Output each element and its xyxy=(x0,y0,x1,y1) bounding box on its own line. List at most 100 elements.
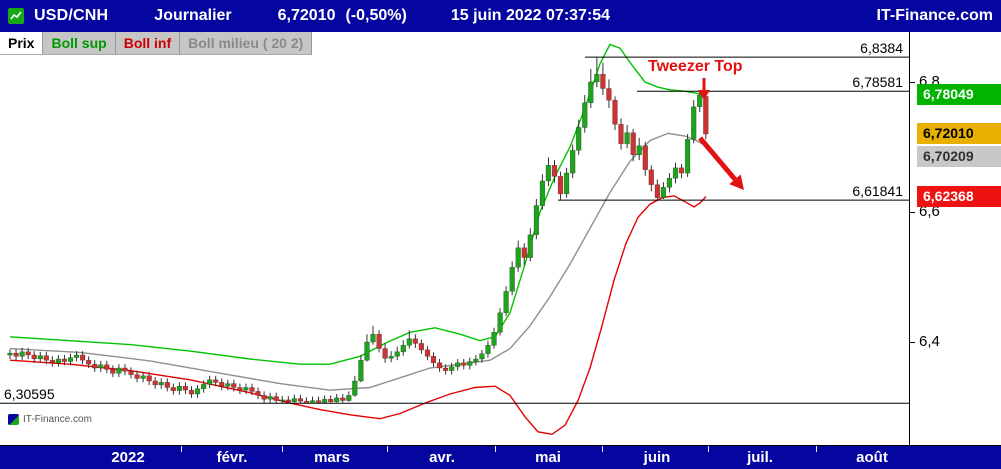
candle xyxy=(570,150,576,174)
candle xyxy=(134,374,140,379)
candle xyxy=(25,351,31,356)
datetime-label: 15 juin 2022 07:37:54 xyxy=(450,7,611,24)
month-tick xyxy=(282,446,283,452)
candle xyxy=(576,127,582,151)
candle xyxy=(479,353,485,360)
candle xyxy=(497,312,503,333)
tweezer-top-annotation: Tweezer Top xyxy=(648,58,743,75)
y-tick-label: 6,4 xyxy=(919,333,940,351)
candle xyxy=(309,400,316,404)
chart-canvas[interactable] xyxy=(0,32,909,445)
y-tick-mark xyxy=(910,342,915,343)
candle xyxy=(194,388,201,395)
candle xyxy=(340,397,346,401)
watermark-logo-icon xyxy=(8,414,19,425)
candle xyxy=(73,354,80,358)
candle xyxy=(394,351,400,357)
y-tick-mark xyxy=(910,82,915,83)
candle xyxy=(449,366,455,371)
toolbar-chip-boll-inf[interactable]: Boll inf xyxy=(115,32,181,54)
month-label-juin: juin xyxy=(643,449,671,466)
candle xyxy=(624,132,630,145)
candle xyxy=(527,234,533,258)
candle xyxy=(515,247,521,268)
candle xyxy=(291,398,297,403)
bollinger-upper-line xyxy=(9,43,707,365)
candles-group xyxy=(7,57,709,404)
candle xyxy=(630,132,636,156)
candle xyxy=(140,375,146,379)
candle xyxy=(285,399,291,403)
candle xyxy=(237,387,243,391)
candle xyxy=(370,333,376,343)
candle xyxy=(279,399,285,402)
candle xyxy=(273,396,279,401)
month-label-2022: 2022 xyxy=(111,449,145,466)
candle xyxy=(225,383,231,387)
candlestick-chart-plot[interactable]: Prix Boll sup Boll inf Boll milieu ( 20 2) … xyxy=(0,32,910,445)
toolbar-chip-prix[interactable]: Prix xyxy=(0,32,44,54)
small-down-arrow xyxy=(698,78,710,100)
y-tick-label: 6,6 xyxy=(919,203,940,221)
level-label-6,61841: 6,61841 xyxy=(852,183,903,200)
candle xyxy=(388,356,394,359)
price-badge-boll-inf-value: 6,62368 xyxy=(917,186,1001,207)
candle xyxy=(533,205,540,235)
candle xyxy=(618,124,624,145)
candle xyxy=(455,362,461,367)
candle xyxy=(37,355,43,360)
candle xyxy=(98,364,104,369)
candle xyxy=(376,333,382,349)
indicator-toolbar: Prix Boll sup Boll inf Boll milieu ( 20 2) xyxy=(0,32,313,55)
month-tick xyxy=(387,446,388,452)
candle xyxy=(582,102,588,128)
bollinger-lower-line xyxy=(9,195,707,436)
toolbar-chip-boll-milieu[interactable]: Boll milieu ( 20 2) xyxy=(180,32,313,54)
candle xyxy=(672,167,679,179)
month-tick xyxy=(495,446,496,452)
candle xyxy=(79,354,86,361)
app-logo-icon xyxy=(8,8,24,24)
price-badge-boll-sup-value: 6,78049 xyxy=(917,84,1001,105)
candle xyxy=(243,387,249,391)
candle xyxy=(406,338,412,346)
candle xyxy=(485,345,491,354)
candle xyxy=(176,385,183,391)
price-axis: 6,8 6,6 6,4 6,78049 6,72010 6,70209 6,62368 xyxy=(910,32,1001,445)
candle xyxy=(200,384,207,390)
candle xyxy=(334,397,340,403)
candle xyxy=(424,349,431,357)
change-label: (-0,50%) xyxy=(345,7,407,24)
candle xyxy=(128,371,134,375)
month-tick xyxy=(602,446,603,452)
month-tick xyxy=(708,446,709,452)
candle xyxy=(412,338,418,344)
candle xyxy=(418,343,425,351)
candle xyxy=(697,94,703,107)
candle xyxy=(328,398,334,403)
candle xyxy=(104,364,110,370)
candle xyxy=(473,358,479,362)
candle xyxy=(61,358,68,362)
candle xyxy=(182,385,189,391)
candle xyxy=(400,345,406,353)
candle xyxy=(660,187,667,198)
candle xyxy=(116,367,122,374)
candle xyxy=(67,357,74,362)
candle xyxy=(249,387,255,392)
candle xyxy=(315,400,322,403)
candle xyxy=(666,177,673,188)
candle xyxy=(43,355,49,361)
candle xyxy=(551,165,558,177)
candle xyxy=(346,395,352,401)
candle xyxy=(110,369,116,374)
candle xyxy=(358,359,364,382)
candle xyxy=(636,145,642,156)
toolbar-chip-boll-sup[interactable]: Boll sup xyxy=(43,32,116,54)
price-badge-last-price: 6,72010 xyxy=(917,123,1001,144)
candle xyxy=(7,352,13,356)
candle xyxy=(188,389,195,395)
candle xyxy=(503,291,509,314)
month-tick xyxy=(181,446,182,452)
